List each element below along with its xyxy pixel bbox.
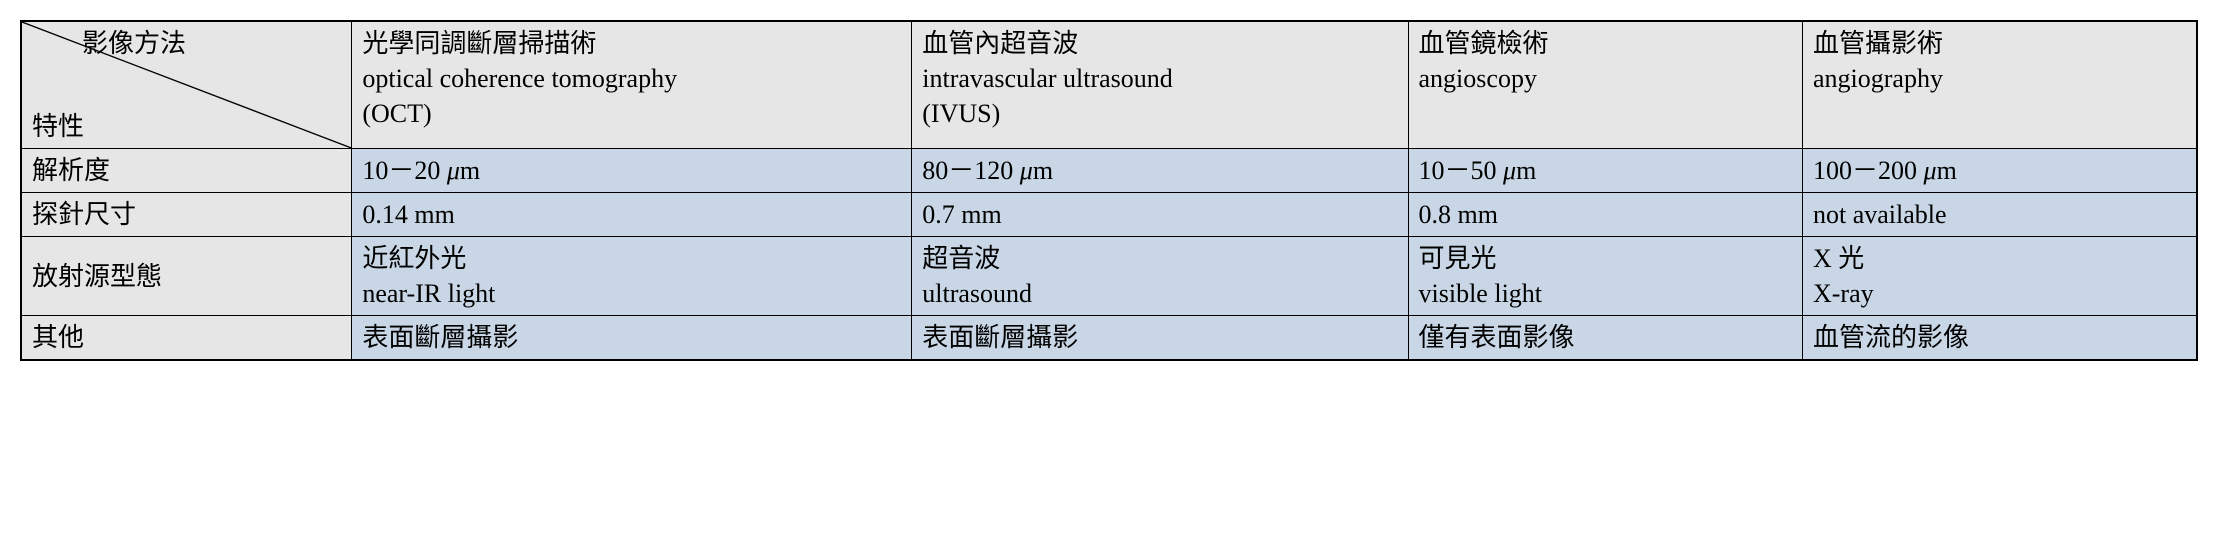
col-zh: 血管鏡檢術 [1419,29,1549,58]
cell: 0.14 mm [352,193,912,237]
table-row: 其他 表面斷層攝影 表面斷層攝影 僅有表面影像 血管流的影像 [21,316,2197,361]
cell: 0.7 mm [912,193,1408,237]
col-header: 血管鏡檢術 angioscopy [1408,21,1802,149]
cell: 0.8 mm [1408,193,1802,237]
table-row: 探針尺寸 0.14 mm 0.7 mm 0.8 mm not available [21,193,2197,237]
row-label: 其他 [21,316,352,361]
row-label: 放射源型態 [21,237,352,316]
cell: not available [1802,193,2197,237]
col-abbr: (IVUS) [922,99,1000,128]
col-en: optical coherence tomography [362,64,677,93]
corner-top-label: 影像方法 [82,26,341,61]
cell: X 光X-ray [1802,237,2197,316]
col-abbr: (OCT) [362,99,431,128]
cell: 表面斷層攝影 [912,316,1408,361]
col-en: angiography [1813,64,1943,93]
corner-bottom-label: 特性 [32,109,84,144]
col-header: 血管內超音波 intravascular ultrasound (IVUS) [912,21,1408,149]
col-en: intravascular ultrasound [922,64,1173,93]
col-header: 光學同調斷層掃描術 optical coherence tomography (… [352,21,912,149]
table-header-row: 影像方法 特性 光學同調斷層掃描術 optical coherence tomo… [21,21,2197,149]
col-en: angioscopy [1419,64,1537,93]
cell: 超音波ultrasound [912,237,1408,316]
cell: 近紅外光near-IR light [352,237,912,316]
cell: 僅有表面影像 [1408,316,1802,361]
cell: 10－50 μm [1408,149,1802,193]
cell: 100－200 μm [1802,149,2197,193]
cell: 80－120 μm [912,149,1408,193]
col-header: 血管攝影術 angiography [1802,21,2197,149]
corner-cell: 影像方法 特性 [21,21,352,149]
col-zh: 血管內超音波 [922,29,1078,58]
cell: 表面斷層攝影 [352,316,912,361]
row-label: 解析度 [21,149,352,193]
table-row: 解析度 10－20 μm 80－120 μm 10－50 μm 100－200 … [21,149,2197,193]
cell: 血管流的影像 [1802,316,2197,361]
imaging-comparison-table: 影像方法 特性 光學同調斷層掃描術 optical coherence tomo… [20,20,2198,361]
row-label: 探針尺寸 [21,193,352,237]
table-row: 放射源型態 近紅外光near-IR light 超音波ultrasound 可見… [21,237,2197,316]
cell: 10－20 μm [352,149,912,193]
col-zh: 血管攝影術 [1813,29,1943,58]
cell: 可見光visible light [1408,237,1802,316]
col-zh: 光學同調斷層掃描術 [362,29,596,58]
